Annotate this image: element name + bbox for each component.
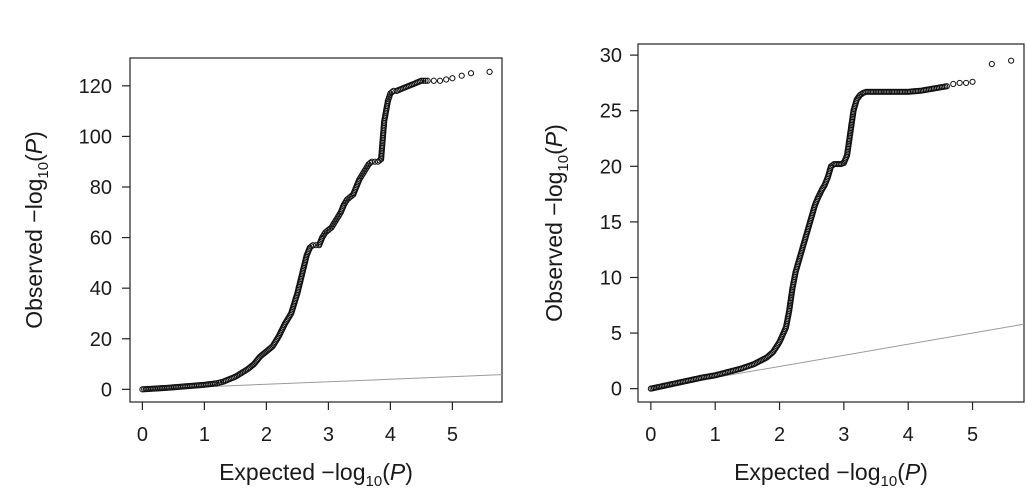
y-tick-label: 100 — [79, 126, 112, 148]
x-tick-label: 1 — [710, 424, 721, 446]
data-points — [139, 68, 493, 393]
y-tick-label: 120 — [79, 76, 112, 98]
data-point — [467, 70, 475, 77]
data-point — [443, 76, 450, 83]
y-tick-label: 30 — [600, 45, 622, 67]
data-point — [956, 79, 963, 87]
data-point — [486, 68, 493, 76]
y-axis-title: Observed −log10(P) — [21, 131, 52, 329]
y-tick-label: 5 — [611, 323, 622, 345]
data-point — [775, 340, 782, 347]
data-point — [950, 80, 957, 88]
x-tick-label: 3 — [838, 424, 849, 446]
data-points — [647, 57, 1015, 392]
y-tick-label: 0 — [101, 379, 112, 401]
y-tick-label: 40 — [90, 278, 112, 300]
data-point — [430, 77, 437, 84]
data-point — [458, 72, 465, 79]
data-point — [943, 83, 950, 90]
y-tick-label: 20 — [600, 156, 622, 178]
data-point — [858, 90, 865, 98]
x-tick-label: 2 — [774, 424, 785, 446]
data-point — [1008, 57, 1015, 64]
y-tick-label: 0 — [611, 379, 622, 401]
x-tick-label: 0 — [645, 424, 656, 446]
qq-plot-right: 0 1 2 3 4 5 0 5 10 15 20 25 30 Expected −log10(P) Obse… — [541, 43, 1025, 490]
data-point — [449, 75, 456, 82]
data-point — [368, 158, 375, 165]
x-tick-label: 3 — [323, 424, 334, 446]
data-point — [422, 77, 429, 84]
x-tick-label: 5 — [447, 424, 458, 446]
x-tick-label: 4 — [903, 424, 914, 446]
y-tick-label: 15 — [600, 212, 622, 234]
data-point — [436, 77, 444, 84]
y-tick-label: 25 — [600, 101, 622, 123]
data-point — [988, 60, 995, 68]
data-point — [309, 242, 316, 249]
x-axis-title: Expected −log10(P) — [219, 459, 413, 490]
data-point — [418, 77, 425, 84]
x-tick-label: 1 — [199, 424, 210, 446]
qq-plot-left: 0 1 2 3 4 5 0 20 40 60 80 100 120 Expected −log10(P) O… — [21, 57, 503, 490]
data-point — [424, 77, 431, 84]
data-point — [969, 78, 976, 85]
data-point — [420, 77, 427, 84]
data-point — [312, 242, 320, 249]
plot-frame — [129, 57, 503, 403]
x-tick-label: 4 — [385, 424, 396, 446]
y-tick-label: 20 — [90, 329, 112, 351]
plot-frame — [637, 43, 1025, 403]
x-tick-label: 5 — [967, 424, 978, 446]
x-axis-title: Expected −log10(P) — [734, 459, 928, 490]
y-tick-label: 80 — [90, 177, 112, 199]
y-tick-label: 60 — [90, 228, 112, 250]
x-tick-label: 2 — [261, 424, 272, 446]
y-axis-title: Observed −log10(P) — [541, 124, 572, 322]
x-tick-label: 0 — [137, 424, 148, 446]
y-tick-label: 10 — [600, 267, 622, 289]
data-point — [963, 79, 970, 87]
